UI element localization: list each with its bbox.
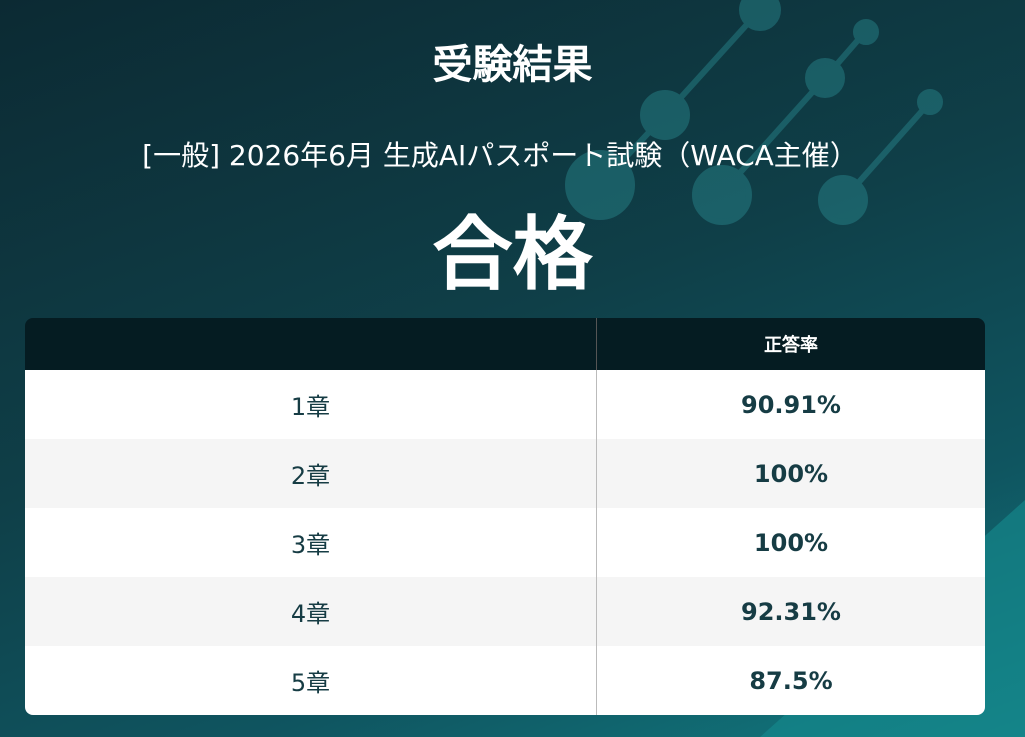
chapter: 2章 [25,439,597,508]
score-table: 正答率 1章 90.91% 2章 100% 3章 100% 4章 92.31% 5章 87… [25,318,985,715]
row: 3章 100% [25,508,985,577]
row: 5章 87.5% [25,646,985,715]
chapter: 3章 [25,508,597,577]
row: 4章 92.31% [25,577,985,646]
exam-result: 合格 [432,208,593,301]
header-cell [25,318,597,370]
rate: 92.31% [596,577,985,646]
rate: 90.91% [596,370,985,439]
header-row: 正答率 [25,318,985,370]
header-cell: 正答率 [596,318,985,370]
page-title: 受験結果 [432,42,593,88]
chapter: 1章 [25,370,597,439]
row: 1章 90.91% [25,370,985,439]
chapter: 5章 [25,646,597,715]
rate: 100% [596,508,985,577]
row: 2章 100% [25,439,985,508]
rate: 87.5% [596,646,985,715]
rate: 100% [596,439,985,508]
exam-name: [一般] 2026年6月 生成AIパスポート試験（WACA主催） [142,139,858,172]
chapter: 4章 [25,577,597,646]
